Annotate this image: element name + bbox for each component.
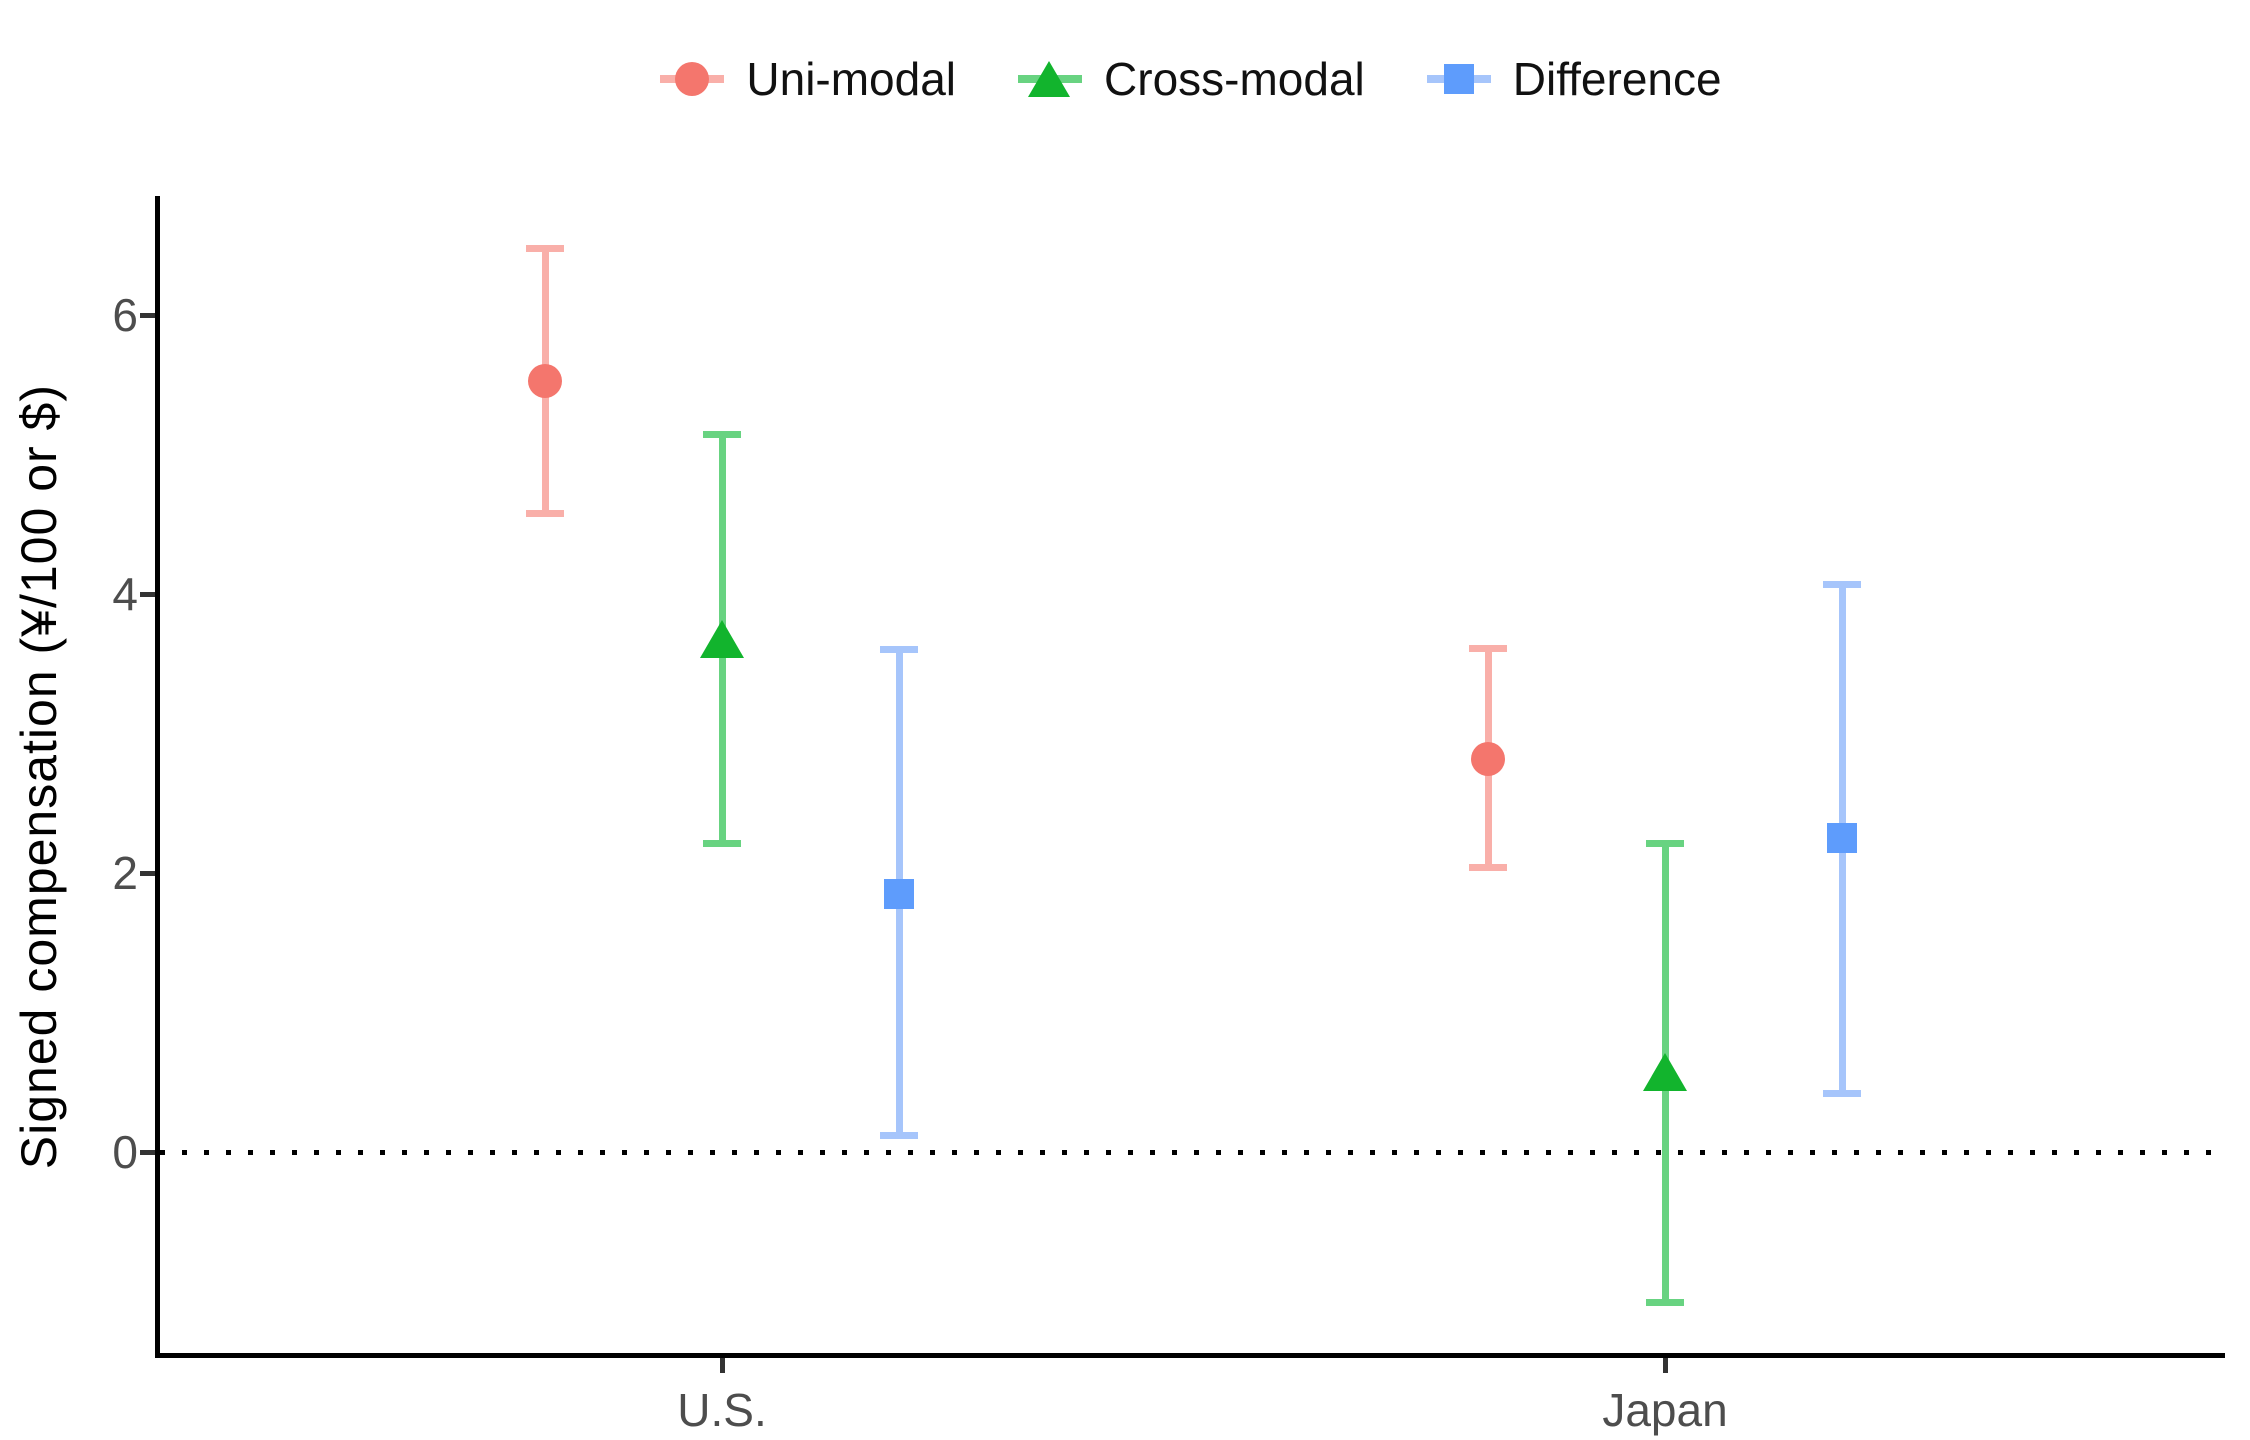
triangle-icon <box>1028 61 1071 97</box>
difference-ci-cap-high <box>1823 580 1861 588</box>
cross-modal-ci-cap-high <box>703 431 741 439</box>
cross-modal-ci-cap-low <box>1646 1299 1684 1307</box>
square-icon <box>1443 64 1474 94</box>
uni-modal-point-marker <box>1471 741 1505 776</box>
uni-modal-point-marker <box>528 363 562 398</box>
difference-point-marker <box>1827 823 1857 854</box>
uni-modal-ci-cap-high <box>526 244 564 252</box>
y-tick-label: 0 <box>112 1126 138 1178</box>
x-tick-mark <box>1662 1358 1668 1373</box>
y-axis-title: Signed compensation (¥/100 or $) <box>11 384 67 1170</box>
x-tick-label: Japan <box>1602 1384 1728 1436</box>
cross-modal-point-marker <box>700 619 744 658</box>
x-tick-mark <box>719 1358 725 1373</box>
zero-reference-line <box>160 1150 2225 1155</box>
y-tick-mark <box>140 870 155 876</box>
y-axis-line <box>155 196 160 1358</box>
x-tick-label: U.S. <box>677 1384 767 1436</box>
y-tick-label: 2 <box>112 847 138 899</box>
circle-icon <box>675 62 710 96</box>
y-tick-mark <box>140 1149 155 1155</box>
y-axis-title-wrap: Signed compensation (¥/100 or $) <box>8 196 70 1358</box>
y-tick-mark <box>140 312 155 318</box>
legend-item-uni-modal: Uni-modal <box>660 52 956 106</box>
y-tick-mark <box>140 591 155 597</box>
uni-modal-ci-cap-high <box>1469 644 1507 652</box>
legend-key-triangle <box>1018 56 1083 102</box>
legend: Uni-modal Cross-modal Difference <box>157 34 2225 124</box>
cross-modal-ci-cap-low <box>703 840 741 848</box>
legend-key-square <box>1426 56 1491 102</box>
cross-modal-point-marker <box>1643 1053 1687 1092</box>
difference-point-marker <box>884 878 914 909</box>
legend-label: Uni-modal <box>746 53 957 105</box>
legend-item-cross-modal: Cross-modal <box>1018 52 1365 106</box>
cross-modal-ci-cap-high <box>1646 840 1684 848</box>
uni-modal-ci-cap-low <box>1469 863 1507 871</box>
legend-item-difference: Difference <box>1426 52 1722 106</box>
y-tick-label: 4 <box>112 568 138 620</box>
legend-key-circle <box>660 56 725 102</box>
y-tick-label: 6 <box>112 289 138 341</box>
x-axis-line <box>155 1353 2225 1358</box>
uni-modal-ci-cap-low <box>526 509 564 517</box>
legend-label: Difference <box>1512 53 1722 105</box>
difference-ci-cap-low <box>1823 1089 1861 1097</box>
difference-ci-cap-low <box>880 1131 918 1139</box>
difference-ci-cap-high <box>880 646 918 654</box>
legend-label: Cross-modal <box>1104 53 1365 105</box>
